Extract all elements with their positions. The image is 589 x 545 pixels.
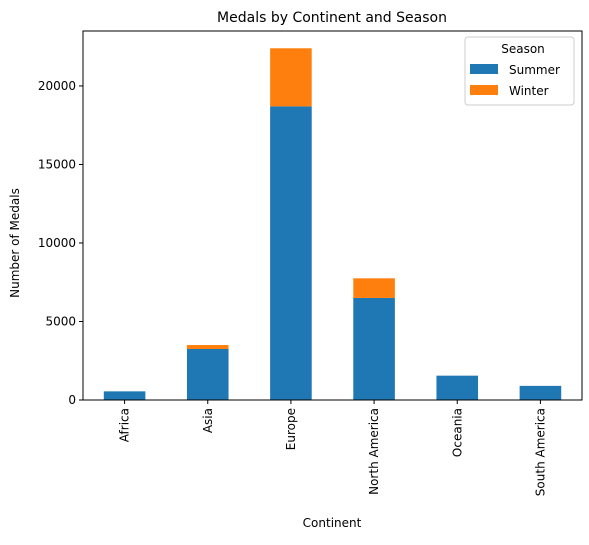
x-tick-label: Asia [201,408,215,433]
bar-winter-north-america [353,278,395,298]
x-tick-label: South America [533,408,547,496]
bar-winter-europe [270,48,312,107]
legend-label-summer: Summer [509,63,560,77]
bar-summer-north-america [353,297,395,400]
axes-layer [82,30,583,401]
legend: Season Summer Winter [464,36,575,106]
y-tick-label: 15000 [38,157,76,171]
legend-swatch-summer [470,64,498,74]
legend-swatch-winter [470,85,498,95]
x-tick-label: Europe [284,408,298,450]
x-axis-label: Continent [303,516,362,530]
legend-title: Season [501,42,545,56]
bars-layer [103,48,562,401]
bar-summer-south-america [519,385,562,400]
y-tick-label: 5000 [45,314,76,328]
y-tick-label: 20000 [38,79,76,93]
x-tick-label: Africa [118,408,132,442]
plot-frame [82,30,583,401]
bar-summer-europe [270,106,312,401]
bar-summer-oceania [436,375,479,400]
chart-title: Medals by Continent and Season [217,10,447,26]
bar-winter-asia [186,345,229,349]
bar-summer-asia [186,348,229,400]
x-tick-label: Oceania [450,408,464,457]
bar-summer-africa [103,391,146,400]
x-tick-label: North America [367,408,381,495]
y-tick-label: 0 [68,393,76,407]
legend-label-winter: Winter [509,84,549,98]
y-tick-label: 10000 [38,236,76,250]
ticks-layer: Africa Asia Europe North America Oceania Sout… [38,79,548,496]
y-axis-label: Number of Medals [8,188,22,298]
